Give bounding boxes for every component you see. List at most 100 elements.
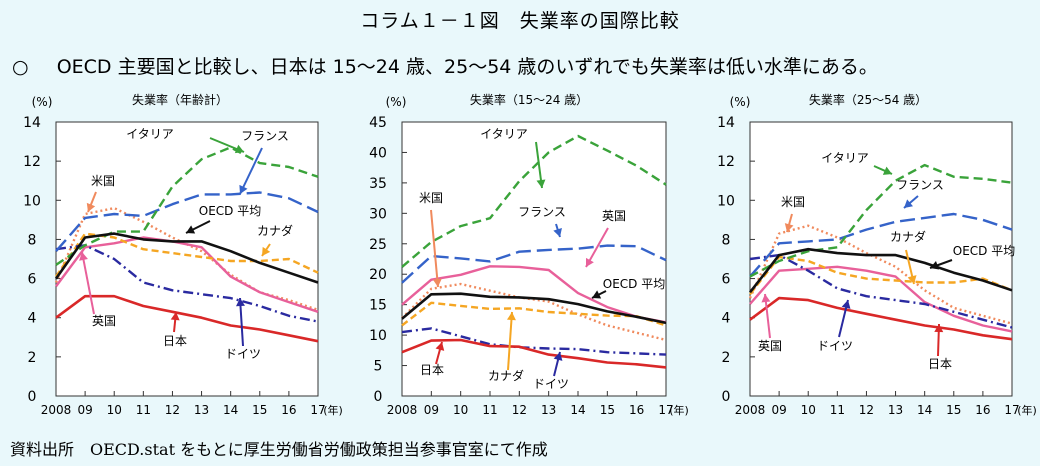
y-tick-label: 30	[369, 206, 387, 222]
y-tick-label: 0	[374, 389, 383, 405]
series-line-france	[55, 191, 319, 252]
annotation-arrowhead-canada	[907, 275, 917, 284]
x-tick-label: 10	[801, 403, 816, 417]
annotation-label-france: フランス	[896, 178, 944, 192]
x-tick-label: 10	[453, 403, 468, 417]
x-tick-label: 11	[482, 403, 497, 417]
annotation-label-canada: カナダ	[890, 229, 926, 244]
x-tick-label: 11	[136, 403, 151, 417]
chart-age-25-54: 失業率（25～54 歳） (%) 0 2 4 6 8 10 12 14 2008 09 10 11 12 13…	[717, 92, 1037, 417]
x-tick-label: 13	[194, 403, 209, 417]
x-tick-label: 10	[107, 403, 122, 417]
annotation-arrowhead-japan	[934, 324, 944, 333]
series-line-oecd	[748, 247, 1013, 294]
y-tick-label: 4	[28, 311, 37, 327]
annotation-label-oecd: OECD 平均	[953, 244, 1015, 258]
y-tick-label: 0	[722, 389, 731, 405]
y-tick-label: 6	[28, 272, 37, 288]
x-tick-label: 15	[600, 403, 615, 417]
y-unit-label: (%)	[386, 95, 407, 109]
annotation-arrowhead-usa	[86, 202, 96, 212]
panel-title: 失業率（25～54 歳）	[809, 92, 927, 107]
x-unit-label: (年)	[669, 403, 689, 417]
chart-age-15-24: 失業率（15～24 歳） (%) 0 5 10 15 20 25 30 35 40 45 2008 09 1…	[369, 92, 689, 417]
y-tick-label: 10	[369, 328, 387, 344]
annotation-label-germany: ドイツ	[817, 339, 853, 353]
series-line-italy	[749, 163, 1013, 278]
x-tick-label: 12	[165, 403, 180, 417]
y-tick-label: 2	[28, 350, 37, 366]
y-tick-label: 45	[369, 115, 387, 131]
annotation-label-germany: ドイツ	[533, 377, 569, 391]
x-tick-label: 14	[570, 403, 585, 417]
annotation-arrowhead-france	[239, 184, 248, 194]
y-tick-label: 4	[722, 311, 731, 327]
annotation-label-japan: 日本	[928, 357, 952, 371]
series-line-japan	[55, 294, 319, 343]
annotation-arrowhead-italy	[536, 179, 546, 188]
series-line-germany	[749, 253, 1013, 329]
x-tick-label: 17	[1004, 403, 1019, 417]
y-tick-label: 20	[369, 267, 387, 283]
y-tick-label: 35	[369, 176, 387, 192]
x-tick-label: 12	[859, 403, 874, 417]
annotation-label-italy: イタリア	[821, 151, 869, 165]
annotation-arrowhead-france	[553, 228, 562, 237]
x-tick-label: 17	[658, 403, 673, 417]
annotation-arrowhead-uk	[79, 252, 88, 261]
x-tick-label: 15	[946, 403, 961, 417]
series-line-italy	[401, 134, 667, 268]
x-tick-label: 09	[77, 403, 92, 417]
annotation-label-usa: 米国	[781, 195, 805, 209]
annotation-arrowhead-japan	[435, 342, 445, 351]
annotation-label-canada: カナダ	[257, 223, 293, 238]
x-tick-label: 2008	[735, 403, 766, 417]
series-line-france	[401, 244, 667, 284]
annotation-arrowhead-italy	[882, 166, 892, 175]
annotation-arrowhead-canada	[506, 312, 516, 321]
x-tick-label: 14	[223, 403, 238, 417]
y-tick-label: 40	[369, 145, 387, 161]
source-note: 資料出所 OECD.stat をもとに厚生労働省労働政策担当参事官室にて作成	[10, 440, 548, 459]
series-line-italy	[55, 146, 319, 266]
chart-all-ages: 失業率（年齢計） (%) 0 2 4 6 8 10 12 14 2008 09 10 11 12 13 14 15…	[23, 92, 343, 417]
lead-text: ○ OECD 主要国と比較し、日本は 15～24 歳、25～54 歳のいずれでも…	[12, 52, 878, 79]
annotation-arrowhead-germany	[553, 352, 563, 361]
y-tick-label: 2	[722, 350, 731, 366]
annotation-label-germany: ドイツ	[225, 347, 261, 361]
annotation-label-france: フランス	[241, 129, 289, 143]
annotation-arrowhead-canada	[262, 246, 271, 256]
annotation-arrow-france	[239, 147, 263, 195]
annotation-arrowhead-usa	[784, 223, 794, 232]
annotation-arrowhead-japan	[170, 312, 180, 321]
x-tick-label: 2008	[387, 403, 418, 417]
y-tick-label: 14	[717, 115, 735, 131]
panel-title: 失業率（年齢計）	[132, 92, 228, 107]
annotation-arrowhead-oecd	[592, 290, 602, 299]
y-tick-label: 12	[717, 154, 735, 170]
x-tick-label: 11	[830, 403, 845, 417]
x-unit-label: (年)	[323, 403, 343, 417]
annotation-label-italy: イタリア	[480, 127, 528, 141]
y-tick-label: 12	[23, 154, 41, 170]
annotation-arrow-germany	[239, 297, 244, 347]
annotation-arrowhead-france	[904, 199, 914, 208]
annotation-arrowhead-italy	[234, 144, 244, 154]
annotation-label-oecd: OECD 平均	[603, 277, 665, 291]
x-tick-label: 09	[771, 403, 786, 417]
annotation-label-japan: 日本	[420, 363, 444, 377]
plot-area	[401, 121, 667, 397]
annotation-arrow-usa	[430, 209, 439, 288]
y-tick-label: 8	[722, 232, 731, 248]
y-tick-label: 10	[23, 193, 41, 209]
annotation-arrowhead-germany	[236, 298, 245, 307]
series-line-germany	[55, 244, 319, 323]
y-tick-label: 15	[369, 298, 387, 314]
series-line-uk	[401, 265, 667, 324]
x-tick-label: 13	[888, 403, 903, 417]
series-line-usa	[748, 224, 1013, 325]
x-tick-label: 13	[541, 403, 556, 417]
annotation-arrowhead-uk	[586, 257, 594, 267]
annotation-arrowhead-uk	[761, 294, 771, 303]
x-tick-label: 15	[252, 403, 267, 417]
